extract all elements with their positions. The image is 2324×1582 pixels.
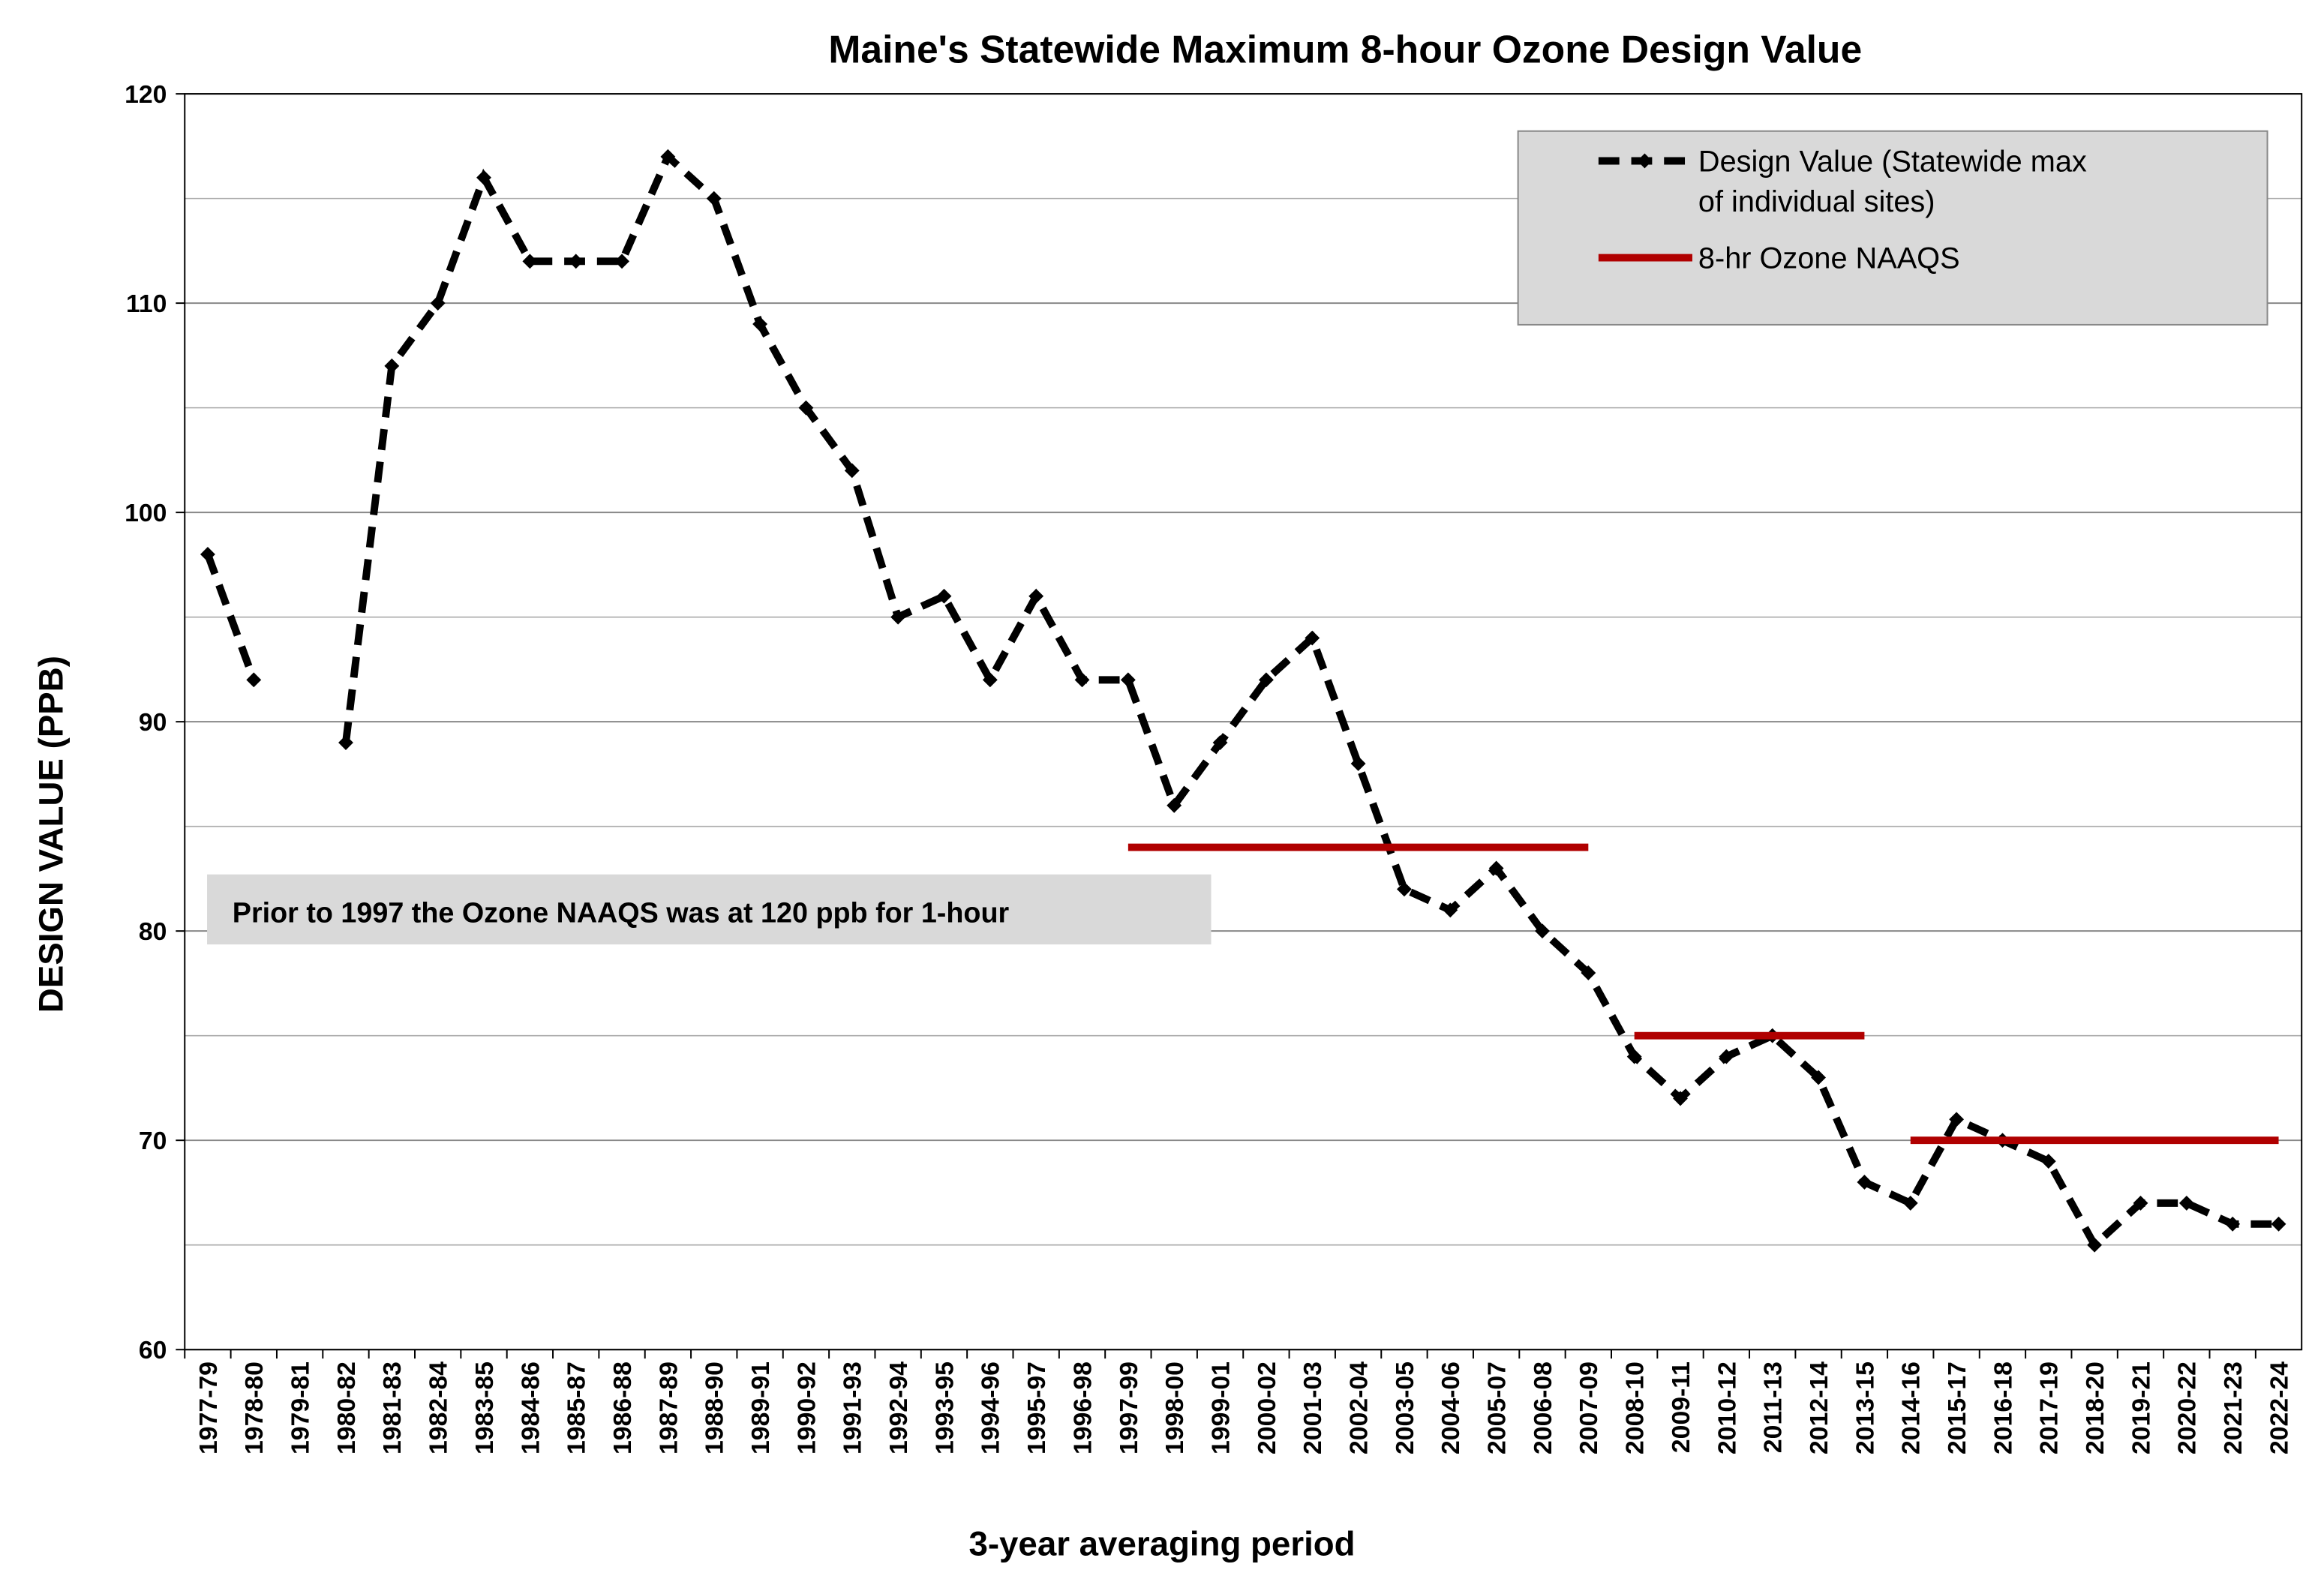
- x-tick-label: 2019-21: [2127, 1361, 2155, 1454]
- data-point: [1443, 902, 1458, 918]
- x-tick-label: 1994-96: [977, 1361, 1005, 1454]
- data-point: [522, 254, 538, 269]
- data-point: [338, 735, 353, 750]
- x-tick-label: 2022-24: [2265, 1361, 2293, 1454]
- data-point: [2225, 1216, 2241, 1232]
- legend: Design Value (Statewide max of individual…: [1517, 130, 2268, 326]
- x-tick-label: 1984-86: [516, 1361, 545, 1454]
- data-point: [1581, 965, 1596, 980]
- x-tick-label: 1995-97: [1022, 1361, 1051, 1454]
- x-tick-label: 1989-91: [746, 1361, 775, 1454]
- data-point: [2133, 1195, 2148, 1211]
- x-tick-label: 1982-84: [425, 1361, 453, 1454]
- x-tick-label: 2013-15: [1851, 1361, 1879, 1454]
- x-tick-label: 2004-06: [1437, 1361, 1465, 1454]
- x-tick-label: 1978-80: [240, 1361, 269, 1454]
- x-tick-label: 2002-04: [1345, 1361, 1374, 1454]
- x-tick-label: 1990-92: [792, 1361, 821, 1454]
- data-line: [204, 553, 257, 682]
- data-point: [1350, 756, 1366, 771]
- data-point: [476, 170, 491, 185]
- x-tick-label: 1986-88: [608, 1361, 637, 1454]
- legend-label-line: of individual sites): [1698, 185, 1935, 218]
- x-tick-label: 1996-98: [1068, 1361, 1097, 1454]
- data-point: [1212, 735, 1228, 750]
- y-tick-label: 90: [139, 708, 167, 737]
- data-point: [246, 672, 262, 688]
- legend-label: Design Value (Statewide max of individual…: [1698, 145, 2087, 218]
- x-tick-label: 2008-10: [1621, 1361, 1650, 1454]
- data-point: [384, 358, 400, 374]
- x-tick-label: 1988-90: [701, 1361, 729, 1454]
- x-tick-label: 1998-00: [1160, 1361, 1189, 1454]
- x-tick-label: 1999-01: [1206, 1361, 1235, 1454]
- x-tick-label: 1987-89: [654, 1361, 683, 1454]
- x-tick-label: 2009-11: [1667, 1361, 1695, 1453]
- x-tick-label: 1992-94: [884, 1361, 913, 1454]
- y-tick-label: 80: [139, 917, 167, 946]
- x-tick-label: 1985-87: [563, 1361, 591, 1454]
- data-point: [1488, 860, 1504, 876]
- x-tick-label: 2010-12: [1713, 1361, 1741, 1454]
- x-tick-label: 2020-22: [2173, 1361, 2202, 1454]
- x-tick-label: 2007-09: [1575, 1361, 1603, 1454]
- annotation: Prior to 1997 the Ozone NAAQS was at 120…: [207, 874, 1212, 945]
- x-tick-label: 2021-23: [2219, 1361, 2247, 1454]
- data-point: [1397, 881, 1412, 897]
- data-point: [2040, 1154, 2056, 1169]
- legend-label-line: Design Value (Statewide max: [1698, 145, 2087, 178]
- annotation-text: Prior to 1997 the Ozone NAAQS was at 120…: [233, 896, 1010, 928]
- data-point: [1028, 588, 1044, 604]
- x-tick-label: 1991-93: [839, 1361, 867, 1454]
- x-tick-label: 2001-03: [1299, 1361, 1327, 1454]
- legend-marker: [1637, 153, 1653, 169]
- x-tick-label: 2017-19: [2035, 1361, 2064, 1454]
- chart-title: Maine's Statewide Maximum 8-hour Ozone D…: [828, 27, 1862, 71]
- data-point: [1811, 1070, 1826, 1085]
- x-tick-label: 2003-05: [1391, 1361, 1419, 1454]
- y-axis-label: DESIGN VALUE (PPB): [32, 656, 70, 1013]
- x-tick-label: 2015-17: [1943, 1361, 1971, 1454]
- data-point: [1626, 1049, 1642, 1064]
- data-point: [1857, 1175, 1872, 1190]
- data-point: [890, 609, 906, 625]
- x-tick-label: 1983-85: [470, 1361, 499, 1454]
- x-tick-label: 2005-07: [1483, 1361, 1512, 1454]
- y-tick-label: 110: [126, 290, 167, 318]
- data-point: [2087, 1237, 2103, 1253]
- x-tick-label: 2016-18: [1989, 1361, 2017, 1454]
- x-tick-label: 2012-14: [1805, 1361, 1833, 1454]
- x-tick-label: 1977-79: [194, 1361, 223, 1454]
- y-tick-label: 60: [139, 1336, 167, 1364]
- x-axis-label: 3-year averaging period: [968, 1524, 1355, 1562]
- data-point: [1167, 797, 1182, 813]
- x-tick-label: 1997-99: [1115, 1361, 1143, 1454]
- y-tick-label: 100: [125, 499, 167, 527]
- data-point: [614, 254, 629, 269]
- data-point: [936, 588, 952, 604]
- x-tick-label: 1981-83: [378, 1361, 407, 1454]
- y-tick-label: 70: [139, 1127, 167, 1155]
- data-point: [2271, 1216, 2286, 1232]
- legend-label: 8-hr Ozone NAAQS: [1698, 242, 1960, 275]
- x-tick-label: 2000-02: [1253, 1361, 1281, 1454]
- x-tick-label: 2006-08: [1529, 1361, 1557, 1454]
- x-tick-label: 1980-82: [332, 1361, 361, 1454]
- data-point: [430, 296, 446, 311]
- x-tick-label: 2018-20: [2081, 1361, 2109, 1454]
- x-tick-label: 2011-13: [1759, 1361, 1788, 1453]
- annotation-box: [207, 874, 1212, 945]
- x-tick-label: 1993-95: [930, 1361, 959, 1454]
- x-tick-label: 1979-81: [287, 1361, 315, 1454]
- x-tick-label: 2014-16: [1897, 1361, 1926, 1454]
- data-point: [1535, 923, 1550, 939]
- y-tick-label: 120: [125, 80, 167, 109]
- data-point: [568, 254, 584, 269]
- data-point: [798, 400, 814, 416]
- data-point: [752, 317, 768, 332]
- data-point: [2178, 1195, 2194, 1211]
